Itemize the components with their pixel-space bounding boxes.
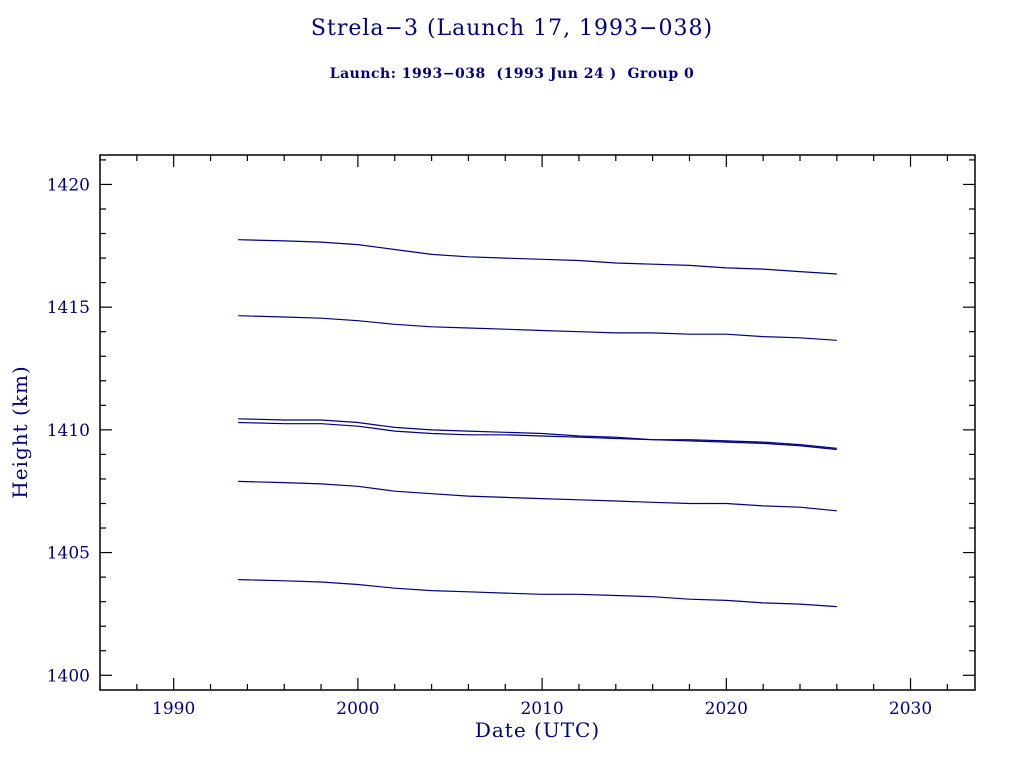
y-tick-label: 1400 (47, 666, 90, 686)
series-line-satellite-6 (238, 579, 837, 608)
series-line-satellite-1 (238, 239, 837, 275)
y-tick-label: 1410 (47, 421, 90, 441)
series-line-satellite-2 (238, 315, 837, 341)
y-axis-label: Height (km) (8, 365, 32, 499)
x-tick-label: 2000 (336, 699, 379, 719)
series-line-satellite-4 (238, 421, 837, 451)
x-tick-label: 2020 (705, 699, 748, 719)
y-tick-label: 1405 (47, 544, 90, 564)
x-tick-label: 1990 (152, 699, 195, 719)
y-tick-label: 1415 (47, 298, 90, 318)
x-tick-label: 2030 (889, 699, 932, 719)
x-axis-label: Date (UTC) (474, 718, 601, 742)
series-line-satellite-3 (238, 418, 837, 449)
chart-title: Strela−3 (Launch 17, 1993−038) (310, 16, 714, 41)
x-tick-label: 2010 (520, 699, 563, 719)
axis-frame (99, 154, 976, 691)
series-line-satellite-5 (238, 480, 837, 512)
chart-subtitle: Launch: 1993−038 (1993 Jun 24 ) Group 0 (329, 66, 695, 82)
y-tick-label: 1420 (47, 175, 90, 195)
